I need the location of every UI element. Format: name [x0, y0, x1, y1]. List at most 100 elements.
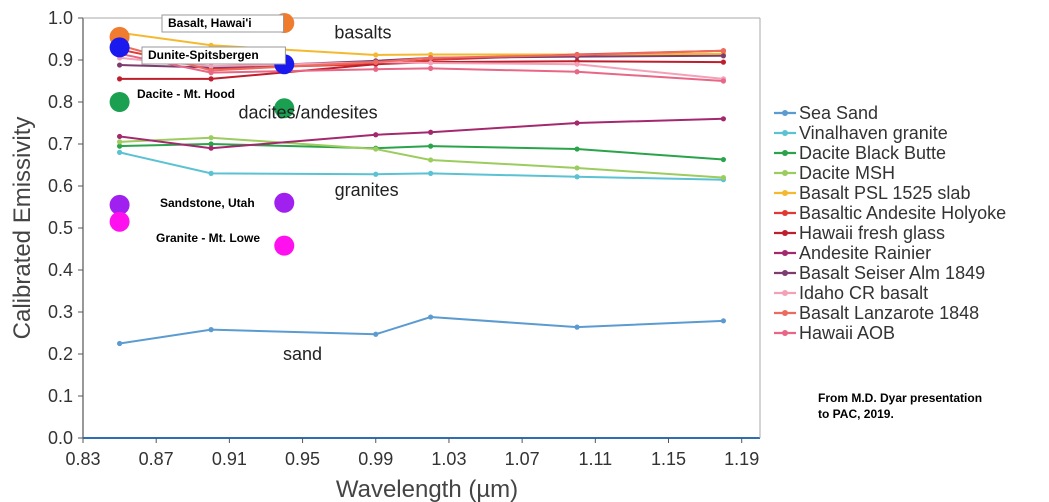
legend-item: Andesite Rainier [774, 243, 931, 263]
x-tick-label: 1.19 [724, 449, 759, 469]
legend-marker [782, 250, 788, 256]
series-line [119, 44, 724, 72]
y-tick-label: 0.6 [48, 176, 73, 196]
y-tick-label: 1.0 [48, 8, 73, 28]
data-point [428, 157, 434, 163]
data-point [208, 70, 214, 76]
data-point [428, 314, 434, 320]
x-tick-label: 0.91 [212, 449, 247, 469]
y-tick-label: 0.0 [48, 428, 73, 448]
legend-label: Vinalhaven granite [799, 123, 948, 143]
x-tick-label: 0.99 [358, 449, 393, 469]
marker-dot [109, 211, 130, 232]
series-layer [116, 30, 727, 347]
y-axis-title: Calibrated Emissivity [9, 117, 36, 340]
data-point [574, 120, 580, 126]
data-point [116, 62, 123, 68]
series-line [119, 136, 724, 179]
marker-dacite-mt-hood: Dacite - Mt. Hood [109, 87, 295, 119]
marker-dunite-spitsbergen: Dunite-Spitsbergen [109, 37, 295, 75]
data-point [373, 331, 379, 337]
legend-label: Dacite Black Butte [799, 143, 946, 163]
series-sea-sand [116, 314, 727, 347]
legend-marker [782, 110, 788, 116]
x-tick-label: 1.15 [651, 449, 686, 469]
legend-item: Sea Sand [774, 103, 878, 123]
legend-label: Basalt PSL 1525 slab [799, 183, 970, 203]
data-point [428, 143, 434, 149]
data-point [208, 327, 214, 333]
marker-dot [274, 235, 295, 256]
legend-item: Dacite MSH [774, 163, 895, 183]
data-point [116, 133, 123, 140]
y-tick-label: 0.9 [48, 50, 73, 70]
legend-item: Hawaii AOB [774, 323, 895, 343]
series-dacite-msh [116, 135, 727, 181]
y-tick-label: 0.2 [48, 344, 73, 364]
legend-item: Basaltic Andesite Holyoke [774, 203, 1006, 223]
data-point [574, 52, 580, 58]
legend-label: Basaltic Andesite Holyoke [799, 203, 1006, 223]
legend-item: Basalt Seiser Alm 1849 [774, 263, 985, 283]
data-point [428, 55, 434, 61]
data-point [116, 76, 123, 82]
data-point [373, 59, 379, 65]
legend-label: Hawaii AOB [799, 323, 895, 343]
legend-label: Sea Sand [799, 103, 878, 123]
legend-marker [782, 130, 788, 136]
series-line [119, 151, 724, 181]
x-tick-label: 0.87 [139, 449, 174, 469]
marker-label-box [161, 14, 284, 33]
data-point [574, 324, 580, 330]
marker-label-box [141, 46, 286, 65]
marker-label: Dunite-Spitsbergen [148, 48, 259, 62]
y-tick-label: 0.5 [48, 218, 73, 238]
region-label: sand [283, 344, 322, 364]
legend-marker [782, 210, 788, 216]
data-point [373, 132, 379, 138]
legend-label: Dacite MSH [799, 163, 895, 183]
legend-item: Vinalhaven granite [774, 123, 948, 143]
data-point [720, 48, 727, 54]
series-line [119, 142, 724, 161]
legend-marker [782, 330, 788, 336]
data-point [574, 174, 580, 180]
data-point [428, 60, 434, 66]
data-point [574, 69, 580, 75]
series-line [119, 52, 724, 82]
credit-line-2: to PAC, 2019. [818, 407, 894, 421]
data-point [720, 318, 727, 324]
legend-label: Hawaii fresh glass [799, 223, 945, 243]
data-point [720, 175, 727, 181]
annotation-layer: basalts dacites/andesites granites sand [239, 23, 399, 364]
data-point [720, 156, 727, 163]
legend-marker [782, 150, 788, 156]
y-tick-label: 0.7 [48, 134, 73, 154]
data-point [720, 78, 727, 84]
marker-label: Sandstone, Utah [160, 196, 255, 210]
legend-marker [782, 170, 788, 176]
marker-layer: Basalt, Hawai'i Dunite-Spitsbergen Dacite … [109, 13, 295, 256]
y-tick-label: 0.8 [48, 92, 73, 112]
legend-marker [782, 290, 788, 296]
data-point [208, 145, 214, 151]
data-point [373, 52, 379, 58]
data-point [373, 171, 379, 177]
legend-item: Dacite Black Butte [774, 143, 946, 163]
marker-sandstone-utah: Sandstone, Utah [109, 192, 295, 215]
data-point [116, 340, 123, 347]
marker-dot [109, 37, 130, 58]
legend-item: Hawaii fresh glass [774, 223, 945, 243]
marker-dot [274, 192, 295, 213]
x-tick-label: 0.95 [285, 449, 320, 469]
y-tick-label: 0.1 [48, 386, 73, 406]
legend-item: Basalt PSL 1525 slab [774, 183, 970, 203]
legend-marker [782, 190, 788, 196]
data-point [574, 61, 580, 67]
marker-label: Granite - Mt. Lowe [156, 231, 260, 245]
series-line [119, 56, 724, 80]
data-point [720, 116, 727, 122]
marker-label: Basalt, Hawai'i [168, 16, 252, 30]
region-label: dacites/andesites [239, 103, 378, 123]
